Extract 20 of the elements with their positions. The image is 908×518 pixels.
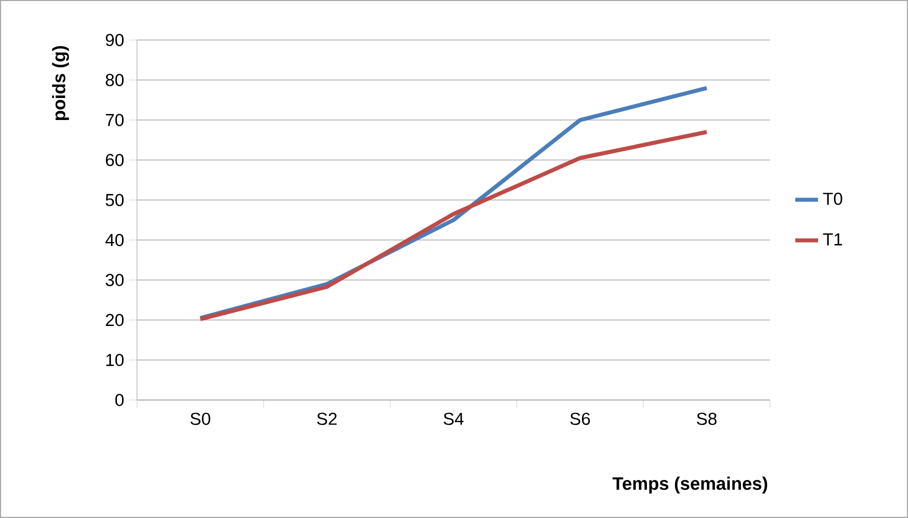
y-tick-label: 60 [106, 154, 124, 166]
legend-label: T1 [823, 233, 842, 246]
y-tick-label: 90 [106, 34, 124, 46]
y-tick-label: 20 [106, 314, 124, 326]
x-tick-label: S4 [444, 412, 464, 425]
y-tick-label: 80 [106, 74, 124, 86]
y-tick-label: 10 [106, 354, 124, 366]
line-series [198, 130, 709, 322]
y-tick-label: 70 [106, 114, 124, 126]
y-tick-label: 30 [106, 274, 124, 286]
y-axis-title: poids (g) [52, 46, 69, 120]
y-tick-label: 40 [105, 234, 124, 246]
x-tick-label: S0 [190, 412, 210, 425]
legend-label: T0 [823, 192, 842, 205]
y-tick-label: 0 [115, 394, 124, 406]
x-tick-label: S2 [317, 412, 337, 425]
x-axis-title: Temps (semaines) [612, 476, 768, 494]
x-tick-label: S6 [570, 412, 590, 425]
y-tick-label: 50 [106, 194, 124, 206]
x-tick-label: S8 [696, 412, 717, 425]
